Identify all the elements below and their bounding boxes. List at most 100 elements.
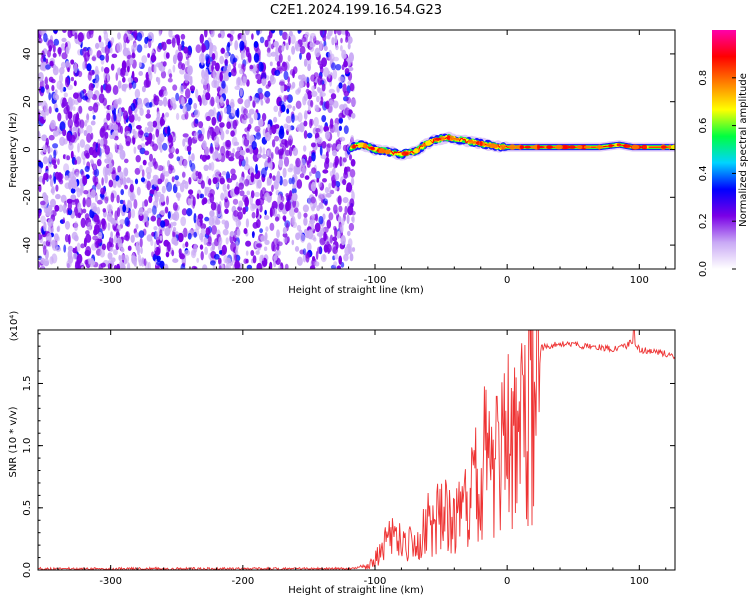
heatmap-cell	[284, 263, 289, 269]
heatmap-cell	[117, 237, 123, 248]
heatmap-cell	[80, 266, 85, 269]
heatmap-cell	[70, 59, 75, 65]
heatmap-cell	[116, 42, 123, 53]
heatmap-cell	[135, 223, 139, 230]
heatmap-cell	[236, 107, 240, 119]
heatmap-cell	[106, 112, 111, 121]
heatmap-cell	[251, 231, 255, 239]
heatmap-cell	[255, 132, 261, 140]
heatmap-cell	[130, 208, 136, 219]
heatmap-cell	[146, 171, 151, 180]
heatmap-cell	[270, 205, 275, 217]
x-tick-label: -100	[364, 275, 387, 286]
heatmap-cell	[246, 130, 250, 141]
heatmap-cell	[98, 35, 102, 43]
heatmap-cell	[85, 246, 92, 257]
heatmap-cell	[223, 189, 229, 199]
heatmap-cell	[311, 214, 316, 220]
heatmap-cell	[59, 67, 65, 75]
heatmap-cell	[291, 45, 296, 55]
heatmap-cell	[142, 213, 148, 223]
snr-x-axis-label: Height of straight line (km)	[288, 585, 424, 596]
heatmap-cell	[314, 47, 321, 58]
heatmap-cell	[47, 218, 54, 227]
heatmap-cell	[219, 96, 224, 104]
heatmap-cell	[51, 227, 54, 233]
heatmap-cell	[323, 125, 330, 132]
heatmap-cell	[336, 265, 342, 269]
heatmap-cell	[192, 250, 196, 256]
heatmap-cell	[266, 47, 271, 54]
heatmap-cell	[343, 125, 349, 135]
heatmap-cell	[274, 135, 280, 142]
heatmap-cell	[288, 134, 293, 141]
heatmap-cell	[281, 46, 285, 52]
heatmap-cell	[194, 109, 200, 118]
heatmap-cell	[183, 46, 189, 54]
heatmap-cell	[270, 51, 277, 57]
heatmap-cell	[351, 247, 356, 252]
heatmap-cell	[170, 97, 176, 107]
heatmap-cell	[342, 197, 349, 204]
spectrogram-y-ticks: -40 -20 0 20 40	[22, 29, 675, 270]
heatmap-cell	[328, 182, 332, 189]
heatmap-cell	[78, 105, 83, 114]
heatmap-cell	[264, 39, 269, 48]
heatmap-cell	[204, 246, 209, 255]
heatmap-cell	[98, 93, 105, 104]
heatmap-cell	[55, 107, 59, 113]
heatmap-cell	[122, 204, 127, 213]
heatmap-cell	[345, 30, 349, 37]
heatmap-cell	[119, 171, 124, 179]
heatmap-cell	[45, 137, 49, 147]
heatmap-cell	[49, 60, 54, 67]
heatmap-cell	[45, 207, 51, 217]
heatmap-cell	[282, 232, 288, 238]
heatmap-cell	[258, 118, 264, 128]
heatmap-cell	[224, 220, 230, 230]
heatmap-cell	[225, 237, 229, 245]
heatmap-cell	[46, 232, 52, 242]
heatmap-cell	[168, 30, 173, 38]
heatmap-cell	[132, 30, 138, 38]
heatmap-cell	[331, 37, 335, 46]
heatmap-cell	[49, 256, 54, 265]
heatmap-cell	[93, 229, 98, 236]
heatmap-cell	[38, 72, 44, 82]
heatmap-cell	[332, 69, 338, 80]
heatmap-cell	[310, 74, 316, 82]
heatmap-cell	[84, 259, 89, 265]
heatmap-cell	[232, 148, 236, 154]
y-tick-label: 0.5	[22, 500, 33, 516]
heatmap-cell	[138, 230, 145, 239]
heatmap-cell	[286, 104, 292, 109]
heatmap-cell	[296, 224, 302, 232]
heatmap-cell	[206, 186, 210, 194]
heatmap-cell	[107, 222, 111, 231]
heatmap-cell	[328, 30, 333, 37]
heatmap-cell	[166, 195, 169, 206]
heatmap-cell	[92, 102, 99, 113]
heatmap-cell	[229, 231, 235, 237]
heatmap-cell	[332, 149, 337, 157]
heatmap-cell	[165, 52, 170, 59]
figure-title: C2E1.2024.199.16.54.G23	[270, 3, 442, 18]
heatmap-cell	[193, 175, 197, 181]
heatmap-cell	[275, 251, 279, 257]
heatmap-cell	[167, 211, 171, 219]
heatmap-cell	[340, 45, 343, 52]
heatmap-cell	[41, 146, 46, 152]
signal-hotspot	[363, 143, 367, 149]
heatmap-cell	[218, 249, 223, 255]
heatmap-cell	[322, 34, 327, 42]
heatmap-cell	[112, 131, 116, 140]
heatmap-cell	[261, 153, 267, 159]
heatmap-cell	[221, 170, 227, 176]
heatmap-cell	[300, 233, 306, 243]
heatmap-cell	[196, 193, 200, 200]
heatmap-cell	[345, 186, 349, 192]
signal-hotspot	[370, 147, 375, 151]
x-tick-label: -300	[99, 576, 122, 587]
heatmap-cell	[262, 128, 266, 137]
